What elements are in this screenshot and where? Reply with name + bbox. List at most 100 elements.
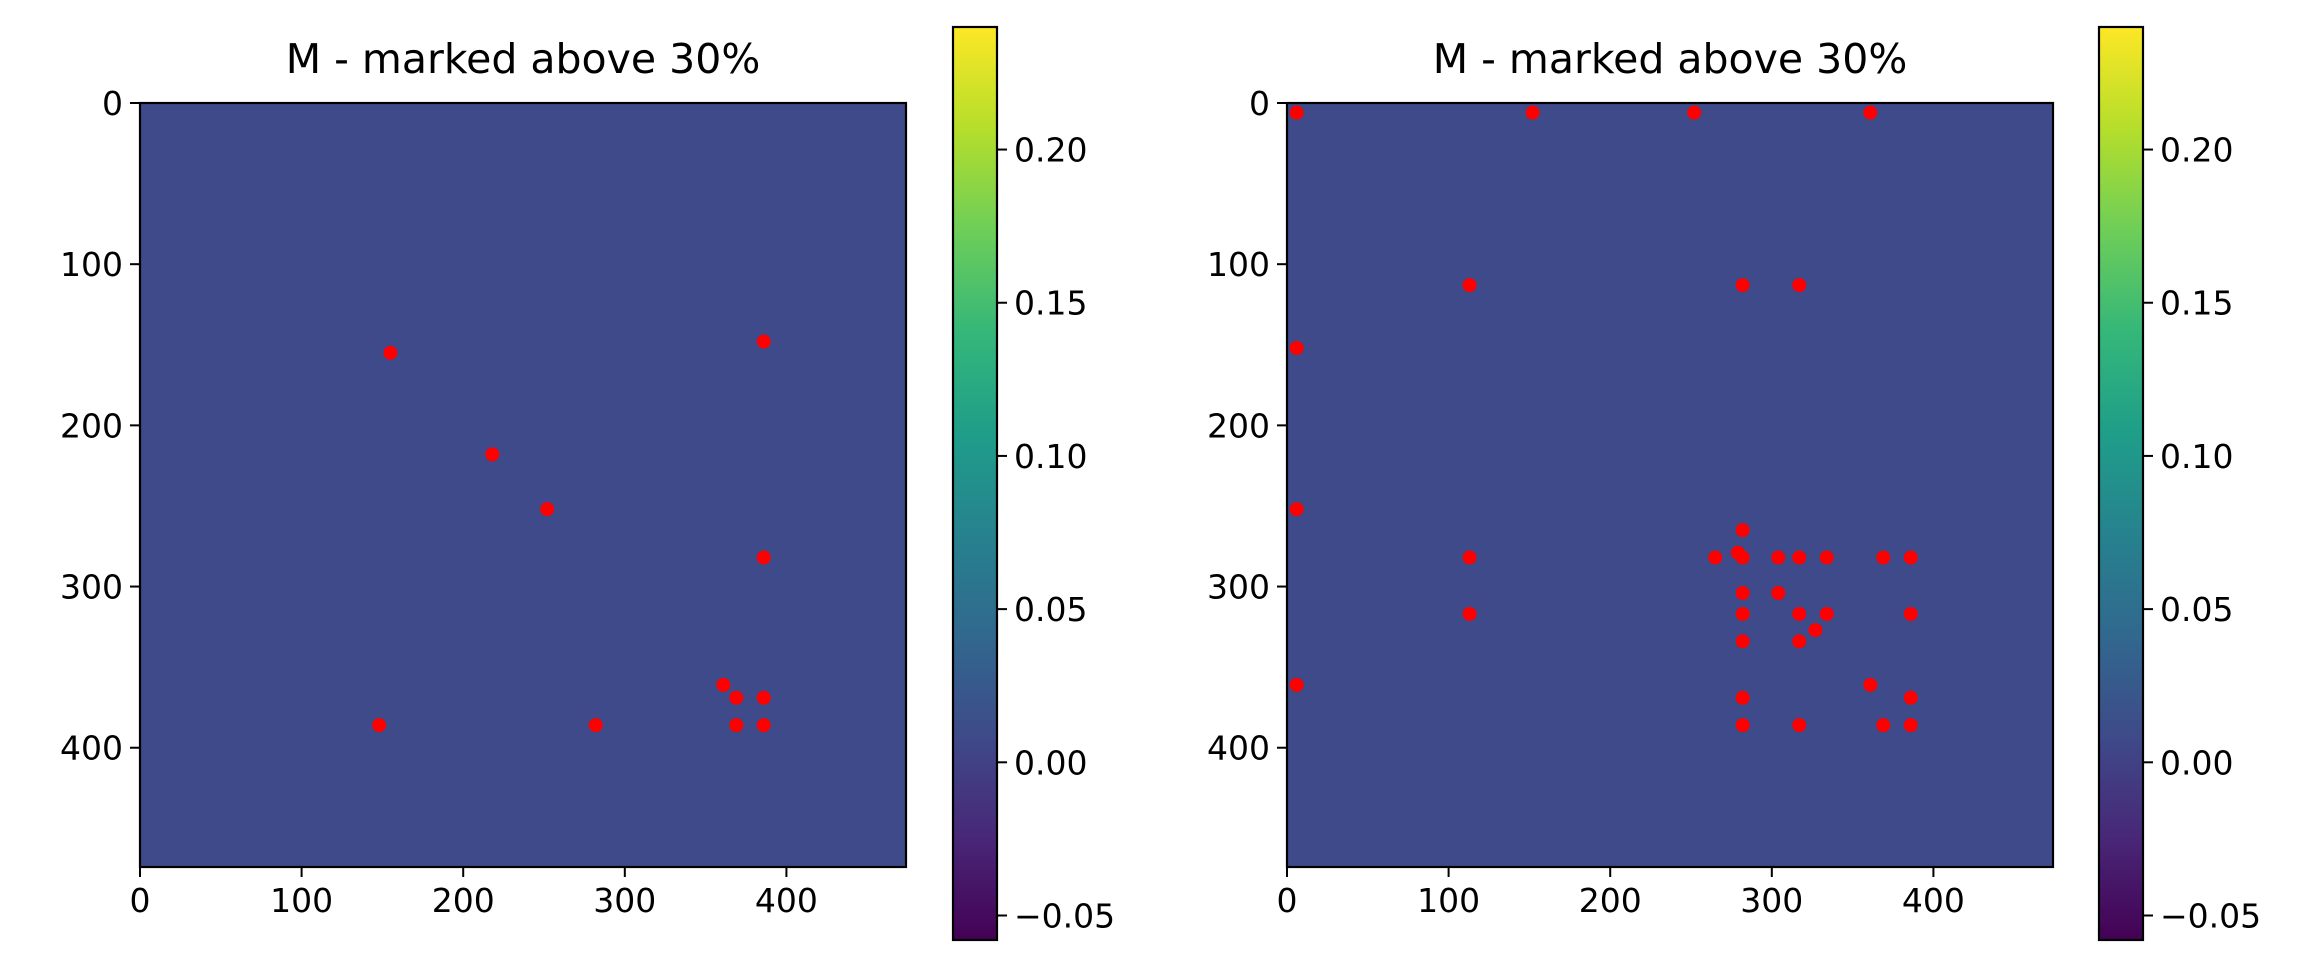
left-colorbar-tick-label: 0.05 xyxy=(1014,590,1087,629)
left-x-tick-label: 200 xyxy=(432,881,495,920)
right-y-tick-label: 200 xyxy=(1207,406,1270,445)
right-marked-point-19 xyxy=(1735,585,1750,600)
left-colorbar-tick-label: 0.15 xyxy=(1014,284,1087,323)
left-marked-point-0 xyxy=(383,345,398,360)
left-y-tick-label: 100 xyxy=(60,245,123,284)
left-marked-point-5 xyxy=(716,677,731,692)
left-y-tick-label: 0 xyxy=(102,84,123,123)
left-marked-point-6 xyxy=(729,690,744,705)
right-heatmap-title: M - marked above 30% xyxy=(1433,35,1908,83)
left-heatmap-title: M - marked above 30% xyxy=(286,35,761,83)
right-marked-point-8 xyxy=(1289,502,1304,517)
left-marked-point-11 xyxy=(756,718,771,733)
right-marked-point-1 xyxy=(1525,105,1540,120)
right-marked-point-13 xyxy=(1735,550,1750,565)
right-marked-point-7 xyxy=(1289,340,1304,355)
left-marked-point-3 xyxy=(540,502,555,517)
left-colorbar: −0.05 0.00 0.05 0.10 0.15 0.20 xyxy=(951,25,1115,942)
right-marked-point-12 xyxy=(1708,550,1723,565)
right-marked-point-30 xyxy=(1863,677,1878,692)
right-marked-point-14 xyxy=(1771,550,1786,565)
left-colorbar-tick-label: 0.20 xyxy=(1014,131,1087,170)
left-y-tick-label: 300 xyxy=(60,568,123,607)
left-x-tick-label: 400 xyxy=(755,881,818,920)
right-marked-point-32 xyxy=(1903,690,1918,705)
right-x-tick-label: 200 xyxy=(1579,881,1642,920)
left-y-tick-label: 200 xyxy=(60,406,123,445)
left-heatmap-panel: M - marked above 30% 0 100 200 300 400 0 100 2… xyxy=(60,35,908,920)
left-marked-point-7 xyxy=(756,690,771,705)
right-colorbar-tick-label: 0.00 xyxy=(2160,743,2233,782)
left-y-tick-label: 400 xyxy=(60,729,123,768)
right-colorbar-tick-label: 0.20 xyxy=(2160,131,2233,170)
right-marked-point-33 xyxy=(1735,718,1750,733)
left-marked-point-8 xyxy=(372,718,387,733)
right-marked-point-27 xyxy=(1735,634,1750,649)
left-marked-point-1 xyxy=(756,334,771,349)
right-marked-point-16 xyxy=(1819,550,1834,565)
right-y-tick-label: 300 xyxy=(1207,568,1270,607)
right-marked-point-28 xyxy=(1792,634,1807,649)
left-marked-point-10 xyxy=(729,718,744,733)
right-marked-point-11 xyxy=(1462,550,1477,565)
right-marked-point-9 xyxy=(1735,523,1750,538)
right-marked-point-4 xyxy=(1462,278,1477,293)
right-marked-point-36 xyxy=(1903,718,1918,733)
left-marked-point-4 xyxy=(756,550,771,565)
left-marked-points xyxy=(372,334,771,733)
right-marked-point-21 xyxy=(1462,606,1477,621)
right-y-tick-label: 100 xyxy=(1207,245,1270,284)
right-marked-point-20 xyxy=(1771,585,1786,600)
right-marked-point-5 xyxy=(1735,278,1750,293)
left-x-tick-label: 300 xyxy=(593,881,656,920)
left-x-axis: 0 100 200 300 400 xyxy=(130,867,818,920)
left-x-tick-label: 100 xyxy=(270,881,333,920)
right-marked-point-23 xyxy=(1792,606,1807,621)
left-x-tick-label: 0 xyxy=(130,881,151,920)
right-marked-points xyxy=(1289,105,1918,733)
right-marked-point-22 xyxy=(1735,606,1750,621)
right-marked-point-3 xyxy=(1863,105,1878,120)
left-heatmap-image xyxy=(140,103,906,867)
right-y-axis: 0 100 200 300 400 xyxy=(1207,84,1287,768)
right-marked-point-2 xyxy=(1687,105,1702,120)
left-colorbar-tick-label: 0.00 xyxy=(1014,743,1087,782)
right-y-tick-label: 0 xyxy=(1249,84,1270,123)
right-colorbar: −0.05 0.00 0.05 0.10 0.15 0.20 xyxy=(2097,25,2261,942)
right-marked-point-0 xyxy=(1289,105,1304,120)
right-x-tick-label: 300 xyxy=(1740,881,1803,920)
right-colorbar-tick-label: 0.05 xyxy=(2160,590,2233,629)
right-colorbar-ticks: −0.05 0.00 0.05 0.10 0.15 0.20 xyxy=(2143,131,2261,935)
left-colorbar-tick-label: −0.05 xyxy=(1014,896,1115,935)
right-colorbar-gradient xyxy=(2097,25,2145,942)
right-heatmap-image xyxy=(1287,103,2053,867)
left-marked-point-2 xyxy=(485,447,500,462)
right-heatmap-frame xyxy=(1285,101,2055,869)
right-marked-point-26 xyxy=(1808,623,1823,638)
right-heatmap-panel: M - marked above 30% 0 100 200 300 400 0 100 2… xyxy=(1207,35,2055,920)
right-colorbar-tick-label: 0.10 xyxy=(2160,437,2233,476)
right-x-tick-label: 100 xyxy=(1417,881,1480,920)
right-marked-point-15 xyxy=(1792,550,1807,565)
left-heatmap-frame xyxy=(138,101,908,869)
right-x-tick-label: 400 xyxy=(1902,881,1965,920)
right-marked-point-31 xyxy=(1735,690,1750,705)
right-x-axis: 0 100 200 300 400 xyxy=(1277,867,1965,920)
right-colorbar-tick-label: −0.05 xyxy=(2160,896,2261,935)
left-colorbar-ticks: −0.05 0.00 0.05 0.10 0.15 0.20 xyxy=(997,131,1115,935)
left-marked-point-9 xyxy=(588,718,603,733)
right-marked-point-24 xyxy=(1819,606,1834,621)
right-marked-point-17 xyxy=(1876,550,1891,565)
right-marked-point-34 xyxy=(1792,718,1807,733)
right-y-tick-label: 400 xyxy=(1207,729,1270,768)
right-x-tick-label: 0 xyxy=(1277,881,1298,920)
right-marked-point-35 xyxy=(1876,718,1891,733)
right-marked-point-18 xyxy=(1903,550,1918,565)
left-y-axis: 0 100 200 300 400 xyxy=(60,84,140,768)
left-colorbar-gradient xyxy=(951,25,999,942)
right-colorbar-tick-label: 0.15 xyxy=(2160,284,2233,323)
right-marked-point-29 xyxy=(1289,677,1304,692)
left-colorbar-tick-label: 0.10 xyxy=(1014,437,1087,476)
right-marked-point-6 xyxy=(1792,278,1807,293)
